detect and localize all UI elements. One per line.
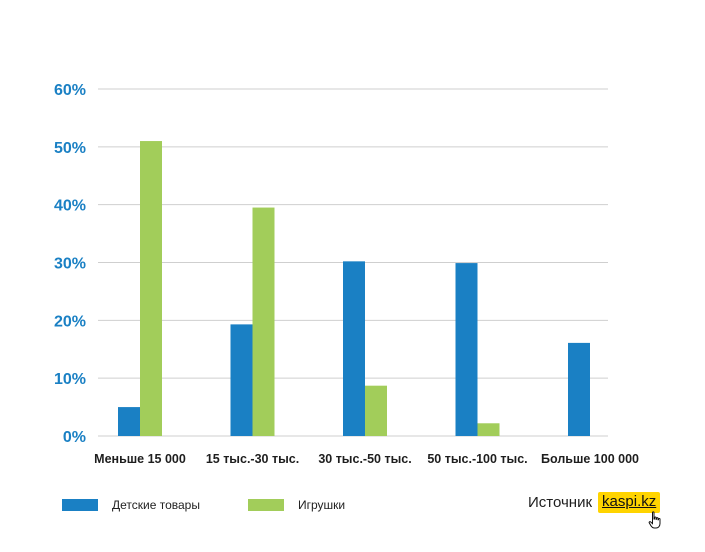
legend-label-series-1: Детские товары <box>112 498 200 512</box>
x-tick-label: Больше 100 000 <box>541 452 639 466</box>
kaspi-logo[interactable]: kaspi.kz <box>598 492 661 529</box>
bar-series-1-category-5 <box>568 342 590 436</box>
legend-label-series-2: Игрушки <box>297 498 346 512</box>
source-label: Источник <box>528 494 593 511</box>
y-tick-label: 0% <box>63 429 86 446</box>
bar-series-2-category-4 <box>477 423 500 436</box>
y-tick-label: 50% <box>54 140 86 157</box>
legend-swatch-series-2 <box>247 499 284 511</box>
source-attribution: Источник kaspi.kz <box>528 492 661 529</box>
y-tick-label: 20% <box>54 313 86 330</box>
y-axis-ticks: 0% 10% 20% 30% 40% 50% 60% <box>54 82 86 446</box>
x-tick-label: 50 тыс.-100 тыс. <box>427 452 527 466</box>
bar-series-2-category-2 <box>252 207 275 436</box>
kaspi-logo-text: kaspi.kz <box>602 493 657 510</box>
legend-swatch-series-1 <box>62 499 98 511</box>
y-tick-label: 60% <box>54 82 86 99</box>
x-axis-ticks: Меньше 15 000 15 тыс.-30 тыс. 30 тыс.-50 т… <box>94 452 639 466</box>
hand-pointer-icon <box>648 511 661 529</box>
y-tick-label: 40% <box>54 198 86 215</box>
bar-chart: 0% 10% 20% 30% 40% 50% 60% Меньше 15 000 15 тыс… <box>54 82 639 466</box>
legend-item-series-1: Детские товары <box>62 498 200 512</box>
bar-series-2-category-1 <box>140 141 162 437</box>
y-tick-label: 10% <box>54 371 86 388</box>
bar-series-1-category-1 <box>118 407 140 436</box>
bar-series-1-category-2 <box>230 324 253 436</box>
legend-item-series-2: Игрушки <box>247 498 346 512</box>
x-tick-label: Меньше 15 000 <box>94 452 186 466</box>
bars <box>118 141 590 437</box>
bar-series-2-category-3 <box>365 385 387 436</box>
x-tick-label: 15 тыс.-30 тыс. <box>206 452 299 466</box>
legend: Детские товары Игрушки <box>62 495 393 515</box>
bar-series-1-category-4 <box>455 263 478 436</box>
bar-series-1-category-3 <box>343 261 365 436</box>
y-tick-label: 30% <box>54 256 86 273</box>
x-tick-label: 30 тыс.-50 тыс. <box>318 452 411 466</box>
